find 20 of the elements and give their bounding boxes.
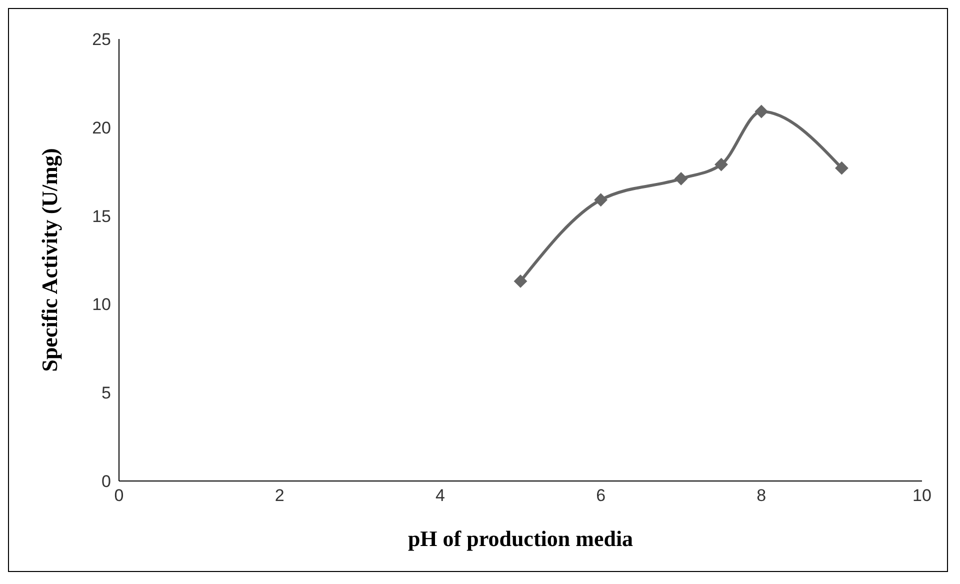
point xyxy=(594,193,608,206)
y-tick-label: 10 xyxy=(92,295,111,314)
x-tick-label: 2 xyxy=(274,486,284,506)
x-tick-label: 4 xyxy=(435,486,445,506)
x-tick-label: 6 xyxy=(596,486,606,506)
x-axis-title: pH of production media xyxy=(408,526,634,551)
y-tick-label: 15 xyxy=(92,206,111,226)
y-tick-label: 5 xyxy=(102,384,111,403)
point xyxy=(514,274,527,288)
y-axis-title: Specific Activity (U/mg) xyxy=(36,148,62,372)
x-tick-label: 8 xyxy=(756,486,766,506)
y-tick-label: 25 xyxy=(92,30,111,50)
point xyxy=(714,158,728,172)
x-tick-label: 0 xyxy=(114,486,124,506)
y-tick-label: 20 xyxy=(92,118,111,138)
y-tick-label: 0 xyxy=(102,472,111,492)
x-tick-label: 10 xyxy=(912,486,932,506)
point xyxy=(754,104,768,118)
point xyxy=(835,162,848,175)
point xyxy=(674,172,688,186)
